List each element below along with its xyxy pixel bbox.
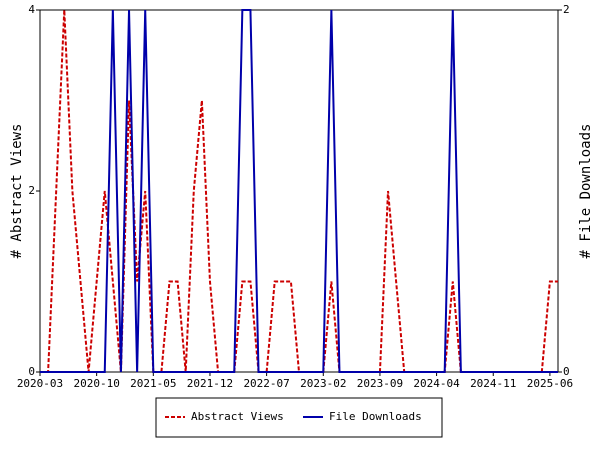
x-tick-label: 2023-09 — [357, 377, 403, 390]
x-tick-label: 2025-06 — [527, 377, 573, 390]
x-tick-label: 2020-03 — [17, 377, 63, 390]
y2-axis-label: # File Downloads — [578, 124, 594, 259]
x-tick-label: 2020-10 — [73, 377, 119, 390]
x-tick-label: 2022-07 — [243, 377, 289, 390]
y2-tick-label: 0 — [563, 365, 570, 378]
y-tick-label: 4 — [28, 3, 35, 16]
x-tick-label: 2021-12 — [187, 377, 233, 390]
x-tick-label: 2023-02 — [300, 377, 346, 390]
legend-label: File Downloads — [329, 410, 422, 423]
series-line — [40, 9, 558, 373]
x-tick-label: 2021-05 — [130, 377, 176, 390]
x-tick-label: 2024-11 — [470, 377, 516, 390]
legend-label: Abstract Views — [191, 410, 284, 423]
y2-tick-label: 2 — [563, 3, 570, 16]
y-tick-label: 2 — [28, 184, 35, 197]
legend — [155, 397, 443, 438]
y-tick-label: 0 — [28, 365, 35, 378]
y-axis-label: # Abstract Views — [9, 124, 25, 259]
x-tick-label: 2024-04 — [413, 377, 460, 390]
